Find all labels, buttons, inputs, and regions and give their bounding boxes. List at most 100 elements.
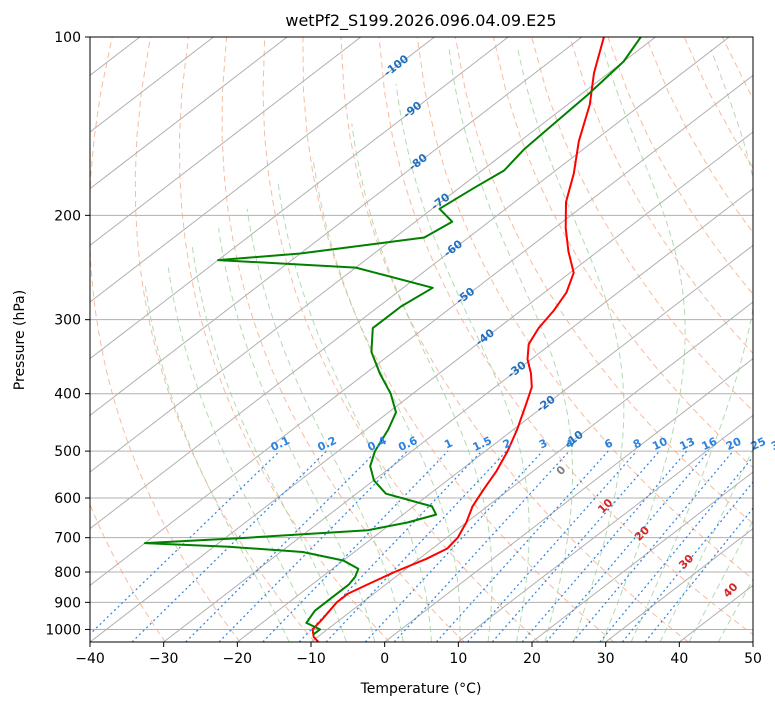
x-axis-title: Temperature (°C) [360,681,482,697]
isotherm [605,528,753,642]
dry-adiabat [607,37,753,295]
dry-adiabat [721,37,753,100]
moist-adiabat [630,49,753,642]
moist-adiabat [167,267,319,642]
x-tick-label: 20 [523,651,541,667]
mixing-ratio-line [572,450,734,642]
moist-adiabat [277,180,432,642]
profile-traces [143,37,642,642]
x-tick-label: 30 [597,651,615,667]
moist-adiabat [191,245,347,642]
isotherm [458,414,753,642]
moist-adiabat [218,227,376,642]
dry-adiabat [645,37,753,234]
moist-adiabat-label: 20 [632,523,652,543]
y-tick-label: 900 [54,595,81,611]
isotherm-label: -100 [381,52,411,79]
isotherm [752,641,753,642]
moist-adiabat [517,49,625,642]
moist-adiabat [659,447,753,642]
dry-adiabat [454,37,753,525]
isotherm [90,37,509,360]
mixing-ratio-line [90,450,281,635]
dry-adiabat [531,37,753,412]
isotherm [163,188,753,642]
moist-adiabat-label: 10 [595,496,615,516]
isotherm [237,244,753,642]
isotherm [90,37,288,190]
moist-adiabat [448,49,573,642]
dry-adiabat [493,37,753,469]
line-labels: 0.10.20.40.611.52346810131620253036-100-… [269,52,775,600]
x-tick-label: 10 [449,651,467,667]
isotherm [679,584,753,642]
isotherm [531,471,753,642]
moist-adiabat [351,123,493,642]
mixing-ratio-label: 20 [724,435,744,453]
dewpoint-trace [143,37,642,636]
x-tick-label: 40 [670,651,688,667]
dry-adiabat [683,37,753,169]
temperature-trace [311,37,605,642]
mixing-ratio-label: 30 [769,435,775,453]
mixing-ratio-label: 13 [678,435,697,453]
isotherm-label: -90 [401,99,425,122]
mixing-ratio-line [325,450,507,642]
isotherm [90,37,583,416]
dry-adiabat [302,37,614,642]
y-tick-label: 700 [54,531,81,547]
chart-title: wetPf2_S199.2026.096.04.09.E25 [285,11,556,31]
mixing-ratio-line [467,450,638,642]
moist-adiabat [395,83,530,642]
mixing-ratio-label: 6 [602,436,615,451]
x-tick-label: −40 [75,651,105,667]
mixing-ratio-line [644,507,753,642]
y-tick-label: 1000 [45,622,81,638]
moist-adiabat-label: 30 [676,552,696,572]
isotherm [384,358,753,642]
isotherm [310,301,753,642]
y-tick-label: 100 [54,30,81,46]
isotherm-label: -20 [534,393,558,416]
mixing-ratio-line [621,481,753,642]
isotherm [90,37,730,530]
x-tick-label: 50 [744,651,762,667]
dry-adiabat [134,37,316,642]
isotherm-label: -70 [429,190,453,213]
isotherm-label: -80 [406,151,430,174]
x-tick-label: 0 [380,651,389,667]
moist-adiabat [312,157,461,642]
x-tick-label: −30 [149,651,179,667]
dry-adiabat [569,37,753,355]
moist-adiabat [246,208,404,642]
y-axis: 1000 900 800 700 600 500 400 300 200 100 [45,30,90,638]
isotherm [90,37,214,133]
dry-adiabat [262,37,540,642]
background-lines [90,37,775,642]
dry-adiabat [90,503,166,642]
dry-adiabat [760,37,775,642]
mixing-ratio-line [491,450,660,642]
mixing-ratio-line [521,450,688,642]
moist-adiabat [688,519,753,642]
mixing-ratio-line [545,450,710,642]
isotherm [90,37,362,246]
isotherm-label: -60 [441,237,465,260]
mixing-ratio-label: 25 [749,435,768,453]
y-tick-label: 400 [54,387,81,403]
dry-adiabat [416,37,753,580]
mixing-ratio-line [364,450,544,642]
isotherm-label: -30 [505,358,529,381]
isotherm [90,131,753,642]
mixing-ratio-label: 10 [650,435,670,453]
y-tick-label: 800 [54,565,81,581]
mixing-ratio-line [393,450,570,642]
y-tick-label: 300 [54,313,81,329]
isotherm-label: -50 [454,285,478,308]
x-axis: −40 −30 −20 −10 0 10 20 30 40 50 [75,642,762,667]
dry-adiabat [340,37,689,642]
mixing-ratio-line [599,455,753,642]
x-tick-label: −10 [296,651,326,667]
y-tick-label: 200 [54,208,81,224]
